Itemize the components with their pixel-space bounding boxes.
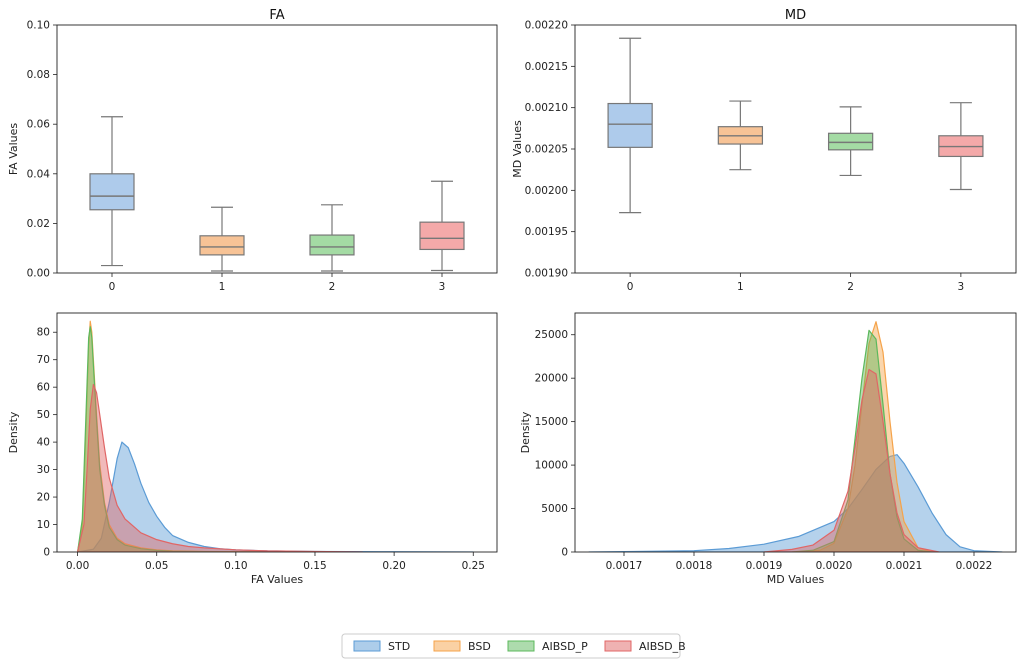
x-tick-label: 0 xyxy=(627,281,634,293)
y-tick-label: 0.00205 xyxy=(525,144,568,156)
y-tick-label: 0.00210 xyxy=(525,102,568,114)
legend-swatch xyxy=(433,640,461,652)
legend-swatch xyxy=(604,640,632,652)
fa-box-plot: FA 0.00 0.02 0.04 0.06 0.08 0.10 FA Values 0 1 2 3 xyxy=(7,8,498,293)
box-body xyxy=(607,102,653,148)
x-tick-label: 0.10 xyxy=(224,560,247,572)
plot-frame xyxy=(56,24,498,274)
y-tick-label: 0.00 xyxy=(27,268,50,280)
plot-frame xyxy=(574,24,1017,274)
y-tick-label: 0.00195 xyxy=(525,226,568,238)
legend-item-aibsd-p: AIBSD_P xyxy=(507,640,588,653)
box-body xyxy=(419,221,465,251)
box-1 xyxy=(199,206,245,272)
y-tick-label: 0.00190 xyxy=(525,268,568,280)
x-tick-label: 0.25 xyxy=(462,560,485,572)
box-2 xyxy=(309,204,355,272)
y-tick-label: 50 xyxy=(37,409,50,421)
y-tick-label: 0.00200 xyxy=(525,185,568,197)
legend-label: AIBSD_B xyxy=(639,640,686,653)
legend-label: AIBSD_P xyxy=(542,640,588,653)
box-3 xyxy=(938,102,984,191)
y-tick-label: 0.08 xyxy=(27,69,50,81)
y-tick-label: 0.00220 xyxy=(525,20,568,32)
x-tick-label: 0.0017 xyxy=(606,560,643,572)
y-tick-label: 0 xyxy=(561,547,568,559)
legend-swatch xyxy=(353,640,381,652)
box-2 xyxy=(827,106,874,177)
y-tick-label: 40 xyxy=(37,437,50,449)
box-1 xyxy=(717,100,764,171)
y-axis-label: MD Values xyxy=(511,120,524,178)
y-tick-label: 30 xyxy=(37,464,50,476)
density-aibsd-p xyxy=(791,329,933,552)
density-bsd xyxy=(798,321,933,552)
y-tick-label: 20 xyxy=(37,492,50,504)
y-tick-label: 0.00215 xyxy=(525,61,568,73)
y-tick-label: 20000 xyxy=(535,373,568,385)
md-density-plot: 0 5000 10000 15000 20000 25000 Density 0.0017 0.… xyxy=(519,312,1017,586)
box-body xyxy=(827,132,874,151)
legend: STD BSD AIBSD_P AIBSD_B xyxy=(341,633,686,659)
x-tick-label: 3 xyxy=(439,281,446,293)
density-std xyxy=(588,454,1003,552)
x-tick-label: 0.0019 xyxy=(746,560,783,572)
y-tick-label: 0 xyxy=(43,547,50,559)
x-tick-label: 0.0021 xyxy=(886,560,923,572)
legend-item-bsd: BSD xyxy=(433,640,491,653)
y-tick-label: 80 xyxy=(37,327,50,339)
x-tick-label: 0.05 xyxy=(145,560,168,572)
legend-item-std: STD xyxy=(353,640,410,653)
x-tick-label: 2 xyxy=(329,281,336,293)
x-tick-label: 0.0022 xyxy=(956,560,993,572)
y-tick-label: 0.02 xyxy=(27,218,50,230)
density-areas xyxy=(76,320,474,552)
y-tick-label: 0.10 xyxy=(27,20,50,32)
box-body xyxy=(309,234,355,256)
box-body xyxy=(199,235,245,256)
y-axis-label: Density xyxy=(519,411,532,453)
legend-label: STD xyxy=(388,640,410,653)
y-tick-label: 10 xyxy=(37,519,50,531)
y-tick-label: 10000 xyxy=(535,460,568,472)
x-tick-label: 2 xyxy=(847,281,854,293)
x-tick-label: 1 xyxy=(737,281,744,293)
y-axis-label: FA Values xyxy=(7,123,20,176)
y-tick-label: 0.04 xyxy=(27,168,51,180)
legend-label: BSD xyxy=(468,640,491,653)
chart-title: FA xyxy=(269,8,284,23)
x-axis-label: FA Values xyxy=(251,573,304,586)
y-tick-label: 25000 xyxy=(535,329,568,341)
x-tick-label: 0.15 xyxy=(303,560,326,572)
density-aibsd-b xyxy=(763,368,940,552)
x-tick-label: 3 xyxy=(958,281,965,293)
y-tick-label: 5000 xyxy=(541,503,568,515)
chart-title: MD xyxy=(785,8,806,23)
box-3 xyxy=(419,180,465,272)
density-areas xyxy=(588,321,1003,552)
legend-item-aibsd-b: AIBSD_B xyxy=(604,640,686,653)
plot-frame xyxy=(56,312,498,553)
fa-density-plot: 0 10 20 30 40 50 60 70 80 Density 0.00 0.05 0.10 0.15… xyxy=(7,312,498,586)
x-tick-label: 0.0018 xyxy=(676,560,713,572)
x-tick-label: 0 xyxy=(109,281,116,293)
y-axis-label: Density xyxy=(7,411,20,453)
y-tick-label: 15000 xyxy=(535,416,568,428)
x-tick-label: 0.0020 xyxy=(816,560,853,572)
box-0 xyxy=(89,116,135,267)
legend-swatch xyxy=(507,640,535,652)
plot-frame xyxy=(574,312,1017,553)
x-tick-label: 0.00 xyxy=(66,560,89,572)
box-body xyxy=(89,173,135,211)
box-0 xyxy=(607,37,653,214)
x-axis-label: MD Values xyxy=(767,573,825,586)
x-tick-label: 1 xyxy=(219,281,226,293)
y-tick-label: 0.06 xyxy=(27,119,51,131)
md-box-plot: MD 0.00190 0.00195 0.00200 0.00205 0.00210 0.0… xyxy=(511,8,1017,293)
y-tick-label: 70 xyxy=(37,354,50,366)
density-aibsd-b xyxy=(76,383,364,552)
y-tick-label: 60 xyxy=(37,382,50,394)
x-tick-label: 0.20 xyxy=(382,560,405,572)
